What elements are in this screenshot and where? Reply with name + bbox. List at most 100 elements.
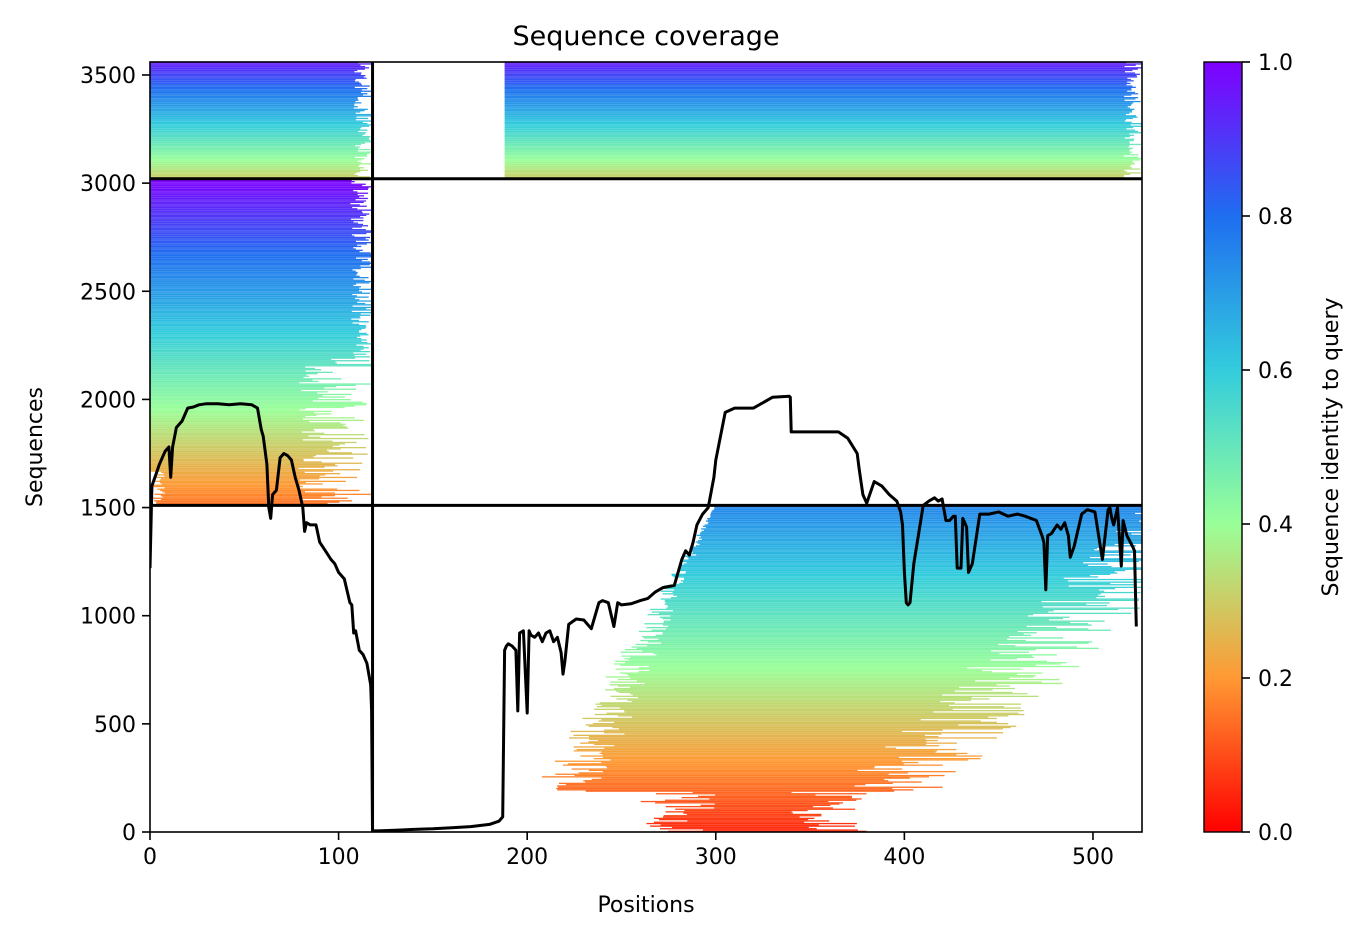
msa-row (629, 686, 960, 688)
msa-row (150, 361, 336, 363)
msa-row (150, 384, 356, 386)
msa-row (150, 77, 367, 79)
msa-row (504, 123, 1142, 125)
msa-row (504, 91, 1136, 94)
msa-row (150, 212, 363, 214)
msa-row (150, 395, 323, 397)
msa-row (700, 532, 1142, 534)
msa-row (504, 108, 1135, 110)
msa-row (150, 116, 357, 118)
msa-row (504, 145, 1130, 147)
msa-row (150, 84, 362, 86)
msa-row (504, 95, 1125, 97)
msa-row (504, 69, 1133, 72)
msa-row (679, 567, 1142, 569)
msa-row (150, 141, 373, 143)
msa-row (150, 73, 361, 75)
msa-row (150, 422, 341, 424)
msa-row (150, 210, 362, 213)
msa-row (680, 580, 1068, 582)
msa-row (609, 684, 997, 686)
msa-row (589, 769, 858, 771)
msa-row (603, 756, 899, 758)
msa-row (675, 808, 856, 810)
msa-row (150, 366, 306, 368)
msa-row (150, 362, 337, 364)
msa-row (155, 476, 358, 479)
msa-row (150, 64, 361, 66)
msa-row (557, 785, 855, 787)
msa-row (504, 99, 1125, 101)
y-tick-label: 2000 (80, 388, 136, 413)
msa-row (504, 117, 1133, 120)
msa-row (504, 150, 1130, 152)
msa-row (709, 798, 862, 800)
msa-row (580, 755, 983, 757)
msa-row (150, 396, 345, 398)
msa-row (604, 729, 943, 731)
msa-row (671, 597, 1097, 599)
msa-row (150, 370, 306, 372)
msa-row (150, 369, 321, 371)
msa-row (150, 172, 357, 174)
msa-row (607, 767, 875, 769)
msa-row (624, 733, 942, 735)
msa-row (712, 510, 1142, 512)
msa-row (684, 809, 808, 812)
msa-row (683, 563, 1108, 565)
msa-row (663, 620, 1105, 622)
msa-row (659, 616, 1070, 618)
msa-row (698, 540, 1142, 542)
msa-row (663, 816, 800, 818)
msa-row (626, 673, 1017, 675)
msa-row (150, 278, 354, 280)
msa-row (615, 668, 1022, 670)
msa-row (150, 274, 357, 276)
msa-row (150, 424, 344, 427)
msa-row (150, 443, 346, 445)
msa-row (671, 573, 1111, 575)
msa-row (615, 690, 955, 692)
msa-row (150, 184, 363, 187)
msa-row (150, 431, 302, 433)
msa-row (692, 551, 1142, 553)
msa-row (562, 764, 943, 766)
msa-row (570, 730, 903, 733)
msa-row (150, 341, 368, 344)
msa-row (662, 617, 1064, 620)
msa-row (150, 226, 362, 228)
msa-row (647, 645, 1016, 647)
msa-row (150, 277, 369, 279)
msa-row (150, 143, 361, 146)
msa-row (150, 460, 304, 462)
msa-row (151, 497, 348, 499)
msa-row (150, 287, 360, 289)
msa-row (150, 358, 332, 361)
msa-row (150, 275, 360, 277)
msa-row (583, 780, 889, 782)
msa-row (154, 480, 346, 482)
msa-row (150, 456, 314, 458)
msa-row (150, 238, 366, 240)
msa-row (150, 200, 366, 202)
msa-row (702, 525, 1142, 527)
msa-row (618, 691, 1013, 694)
msa-row (696, 554, 1131, 556)
msa-row (150, 188, 368, 190)
msa-row (651, 611, 1049, 613)
msa-row (150, 222, 359, 224)
msa-row (661, 642, 1089, 644)
msa-row (150, 232, 367, 235)
msa-row (160, 498, 302, 501)
msa-row (697, 542, 1142, 544)
msa-row (504, 133, 1130, 135)
msa-row (150, 161, 362, 164)
msa-row (150, 94, 363, 96)
msa-row (150, 156, 355, 158)
msa-row (504, 152, 1131, 155)
msa-row (150, 155, 368, 157)
msa-row (164, 492, 335, 494)
colorbar: 0.0 0.2 0.4 0.6 0.8 1.0 Sequence identity to … (1203, 51, 1344, 846)
msa-row (150, 339, 367, 341)
msa-row (602, 771, 956, 773)
